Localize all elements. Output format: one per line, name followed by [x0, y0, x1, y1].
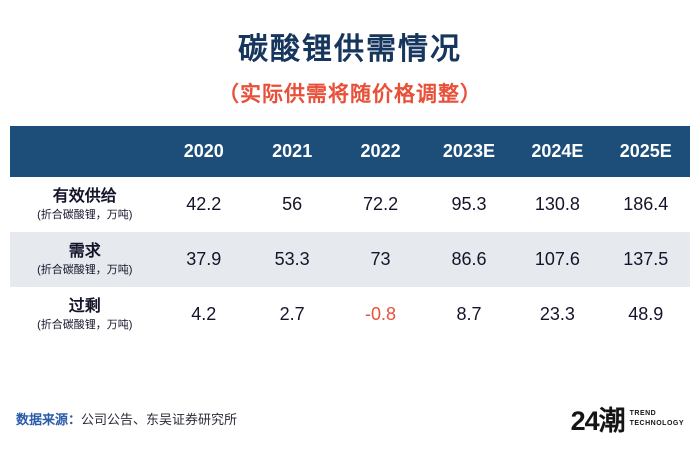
- cell-value-negative: -0.8: [365, 304, 397, 325]
- table-row: 需求 (折合碳酸锂，万吨) 37.9 53.3 73 86.6 107.6 13…: [10, 232, 690, 288]
- logo-tagline-line2: TECHNOLOGY: [629, 419, 684, 427]
- cell-value: 4.2: [191, 304, 217, 325]
- cell-value: 107.6: [534, 249, 580, 270]
- page-subtitle: （实际供需将随价格调整）: [218, 83, 482, 106]
- cell-value: 130.8: [534, 194, 580, 215]
- logo-wordmark: 24潮: [570, 406, 626, 436]
- cell-value: 56: [282, 194, 303, 215]
- header-cell-2020: 2020: [159, 126, 248, 177]
- cell-value: 42.2: [186, 194, 222, 215]
- logo-tagline-line1: TREND: [629, 409, 657, 417]
- cell-value: 73: [370, 249, 391, 270]
- header-cell-2023e: 2023E: [424, 126, 514, 177]
- source-label: 数据来源：: [16, 412, 82, 427]
- table-row: 过剩 (折合碳酸锂，万吨) 4.2 2.7 -0.8 8.7 23.3 48.9: [10, 287, 690, 342]
- row-header-surplus: 过剩 (折合碳酸锂，万吨): [10, 287, 160, 342]
- cell-value: 86.6: [451, 249, 487, 270]
- brand-logo: 24潮 TREND TECHNOLOGY: [571, 399, 684, 438]
- table-header-row: 2020 2021 2022 2023E 2024E 2025E: [10, 126, 690, 177]
- cell-value: 2.7: [279, 304, 305, 325]
- header-cell-2025e: 2025E: [601, 126, 690, 177]
- cell-value: 37.9: [186, 249, 222, 270]
- cell-value: 48.9: [628, 304, 664, 325]
- cell-value: 53.3: [274, 249, 310, 270]
- row-label: 过剩: [68, 298, 101, 316]
- header-cell-empty: [10, 126, 160, 177]
- cell-value: 8.7: [456, 304, 482, 325]
- table-row: 有效供给 (折合碳酸锂，万吨) 42.2 56 72.2 95.3 130.8 …: [10, 177, 690, 232]
- cell-value: 137.5: [623, 249, 669, 270]
- row-label: 需求: [68, 243, 101, 261]
- page-title: 碳酸锂供需情况: [238, 33, 462, 66]
- cell-value: 72.2: [363, 194, 399, 215]
- cell-value: 23.3: [539, 304, 575, 325]
- row-header-supply: 有效供给 (折合碳酸锂，万吨): [10, 177, 160, 232]
- row-label: 有效供给: [52, 188, 117, 205]
- logo-tagline: TREND TECHNOLOGY: [630, 409, 684, 429]
- header-cell-2022: 2022: [336, 126, 425, 177]
- cell-value: 186.4: [623, 194, 669, 215]
- row-sublabel: (折合碳酸锂，万吨): [37, 263, 133, 276]
- supply-demand-table: 2020 2021 2022 2023E 2024E 2025E 有效供给 (折…: [10, 126, 690, 342]
- row-header-demand: 需求 (折合碳酸锂，万吨): [10, 232, 160, 287]
- data-source: 数据来源：公司公告、东吴证券研究所: [16, 409, 237, 428]
- header-cell-2024e: 2024E: [513, 126, 602, 177]
- row-sublabel: (折合碳酸锂，万吨): [37, 318, 133, 331]
- header-cell-2021: 2021: [247, 126, 337, 177]
- row-sublabel: (折合碳酸锂，万吨): [37, 208, 133, 221]
- footer: 数据来源：公司公告、东吴证券研究所 24潮 TREND TECHNOLOGY: [10, 385, 690, 458]
- source-text: 公司公告、东吴证券研究所: [81, 412, 238, 427]
- cell-value: 95.3: [451, 194, 487, 215]
